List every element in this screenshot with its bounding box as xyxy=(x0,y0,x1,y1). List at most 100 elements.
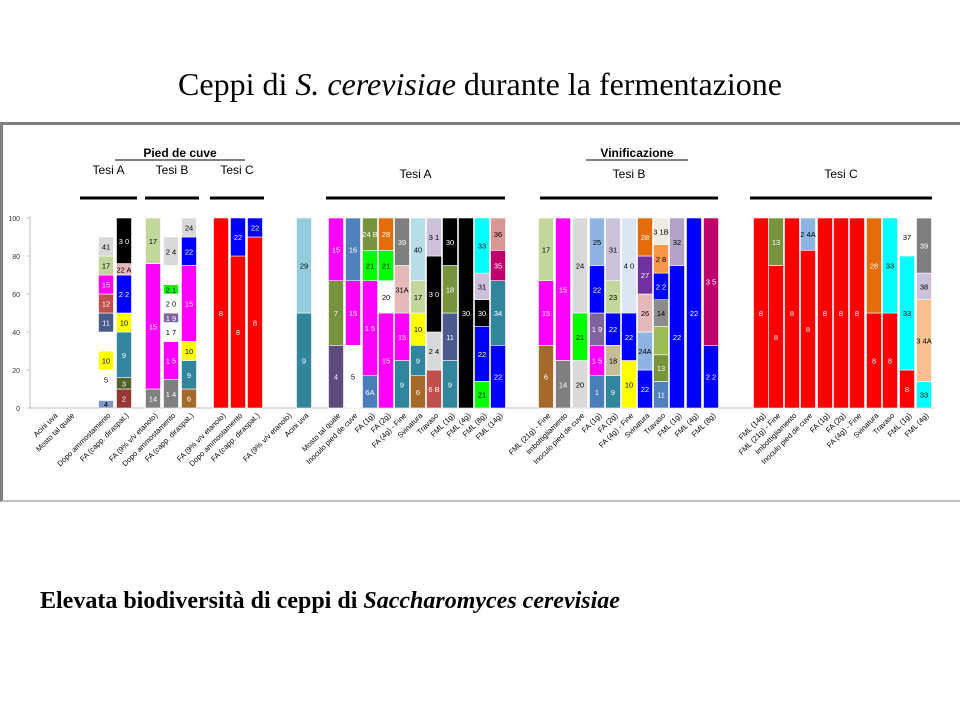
bar-segment-label: 7 xyxy=(334,309,338,318)
bar-segment xyxy=(442,217,458,266)
bar-segment-label: 30 xyxy=(478,309,486,318)
bar-segment-label: 17 xyxy=(149,237,157,246)
bar-segment xyxy=(394,217,410,266)
group-header-pied-de-cuve: Pied de cuve xyxy=(143,146,217,160)
bar-segment-label: 2 2 xyxy=(119,290,129,299)
bar-segment xyxy=(474,217,490,274)
y-tick-label: 20 xyxy=(12,368,20,375)
bar-segment-label: 8 xyxy=(806,325,810,334)
bar-segment-label: 15 xyxy=(102,281,110,290)
bar-segment-label: 6 xyxy=(416,388,420,397)
bar-segment xyxy=(817,217,833,409)
bar-segment-label: 11 xyxy=(657,391,665,400)
bar-segment-label: 11 xyxy=(102,319,110,328)
bar-segment xyxy=(145,217,161,264)
bar-segment-label: 9 xyxy=(611,388,615,397)
bar-segment xyxy=(538,217,554,282)
bar-segment-label: 6 xyxy=(187,395,191,404)
y-tick-label: 80 xyxy=(12,254,20,261)
bar-segment xyxy=(362,217,378,251)
bar-segment-label: 18 xyxy=(446,285,454,294)
bar-segment xyxy=(572,217,588,314)
bar-segment xyxy=(768,217,784,266)
bar-segment-label: 2 0 xyxy=(166,300,176,309)
bar-segment-label: 10 xyxy=(625,380,633,389)
bar-segment-label: 1 7 xyxy=(166,328,176,337)
sub-group-label: Tesi B xyxy=(156,163,189,177)
y-tick-label: 40 xyxy=(12,330,20,337)
bar-segment-label: 6A xyxy=(365,388,374,397)
sub-group-label: Tesi C xyxy=(220,163,254,177)
bar-segment-label: 38 xyxy=(920,282,928,291)
y-tick-label: 60 xyxy=(12,292,20,299)
bar-segment-label: 21 xyxy=(478,391,486,400)
bar-segment-label: 17 xyxy=(102,262,110,271)
bar-segment xyxy=(230,217,246,257)
bar-segment-label: 9 xyxy=(187,371,191,380)
bar-segment-label: 2 8 xyxy=(656,255,666,264)
bar-segment-label: 8 xyxy=(774,333,778,342)
bar-segment-label: 31A xyxy=(395,285,408,294)
bar-segment-label: 21 xyxy=(366,262,374,271)
bar-segment xyxy=(426,217,442,257)
bar-segment-label: 33 xyxy=(886,262,894,271)
bar-segment xyxy=(686,217,702,409)
bar-segment xyxy=(410,217,426,282)
bar-segment-label: 31 xyxy=(609,245,617,254)
bar-segment-label: 20 xyxy=(382,293,390,302)
bar-segment xyxy=(296,217,312,314)
bar-segment-label: 1 xyxy=(595,388,599,397)
bar-segment xyxy=(163,265,179,285)
bar-segment xyxy=(653,326,669,356)
bar-segment xyxy=(653,217,669,245)
bar-segment-label: 15 xyxy=(185,300,193,309)
bar-segment xyxy=(605,217,621,282)
bar-segment-label: 22 xyxy=(673,333,681,342)
bar-segment-label: 8 xyxy=(905,385,909,394)
slide-caption: Elevata biodiversità di ceppi di Sacchar… xyxy=(40,588,620,615)
bar-segment-label: 10 xyxy=(185,347,193,356)
bar-segment xyxy=(116,217,132,264)
bar-segment-label: 21 xyxy=(382,262,390,271)
bar-segment-label: 2 1 xyxy=(166,285,176,294)
bar-segment-label: 29 xyxy=(300,262,308,271)
bar-segment xyxy=(849,217,865,409)
bar-segment-label: 35 xyxy=(494,262,502,271)
bar-segment-label: 10 xyxy=(414,325,422,334)
slide-title: Ceppi di S. cerevisiae durante la fermen… xyxy=(0,66,960,103)
y-tick-label: 0 xyxy=(16,406,20,413)
bar-segment-label: 22 xyxy=(641,385,649,394)
bar-segment-label: 17 xyxy=(542,245,550,254)
bar-segment xyxy=(98,236,114,257)
bar-segment-label: 2 4 xyxy=(166,247,176,256)
title-species: S. cerevisiae xyxy=(295,66,456,102)
bar-segment-label: 39 xyxy=(398,238,406,247)
bar-segment-label: 9 xyxy=(448,380,452,389)
bar-segment xyxy=(916,217,932,274)
bar-segment xyxy=(555,217,571,361)
bar-segment xyxy=(378,217,394,251)
bar-segment-label: 16 xyxy=(349,245,357,254)
bar-segment-label: 27 xyxy=(641,271,649,280)
bar-segment-label: 39 xyxy=(920,242,928,251)
bar-segment-label: 4 xyxy=(104,400,108,409)
bar-segment-label: 26 xyxy=(641,309,649,318)
bar-segment-label: 22 xyxy=(251,224,259,233)
bar-segment-label: 11 xyxy=(446,333,454,342)
title-prefix: Ceppi di xyxy=(178,66,288,102)
bar-segment-label: 1 4 xyxy=(166,390,176,399)
bar-segment-label: 5 xyxy=(104,376,108,385)
bar-segment-label: 15 xyxy=(542,309,550,318)
bar-segment xyxy=(669,217,685,266)
bar-segment-label: 3 5 xyxy=(706,278,716,287)
sub-group-label: Tesi C xyxy=(824,167,858,181)
bar-segment-label: 14 xyxy=(657,309,665,318)
bar-segment xyxy=(98,331,114,352)
bar-segment-label: 24 B xyxy=(362,230,377,239)
bar-segment xyxy=(247,217,263,238)
bar-segment-label: 21 xyxy=(576,333,584,342)
bar-segment-label: 40 xyxy=(414,245,422,254)
bar-segment-label: 30 xyxy=(462,309,470,318)
bar-segment-label: 33 xyxy=(478,242,486,251)
bar-segment-label: 14 xyxy=(559,380,567,389)
